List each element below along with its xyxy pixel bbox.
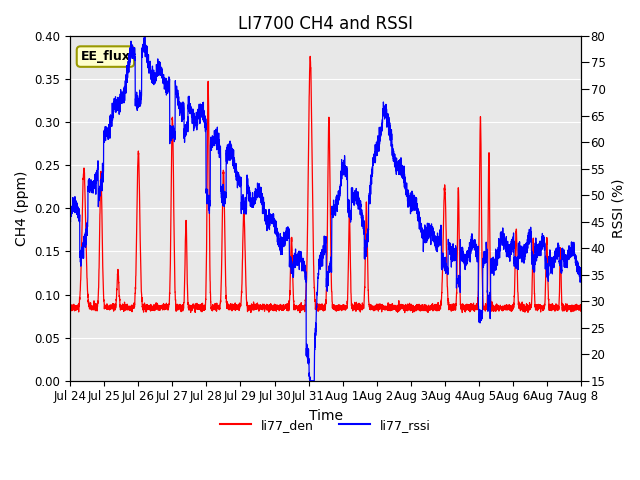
li77_den — [307, 53, 314, 59]
li77_rssi — [127, 40, 135, 46]
Y-axis label: CH4 (ppm): CH4 (ppm) — [15, 171, 29, 246]
li77_rssi — [306, 378, 314, 384]
li77_den — [67, 304, 74, 310]
li77_rssi — [386, 123, 394, 129]
Line: li77_rssi: li77_rssi — [70, 36, 581, 381]
li77_rssi — [527, 244, 535, 250]
li77_den — [127, 303, 135, 309]
Text: EE_flux: EE_flux — [81, 50, 131, 63]
li77_den — [386, 304, 394, 310]
X-axis label: Time: Time — [308, 409, 342, 423]
Line: li77_den: li77_den — [70, 56, 581, 312]
li77_rssi — [577, 268, 585, 274]
Title: LI7700 CH4 and RSSI: LI7700 CH4 and RSSI — [238, 15, 413, 33]
li77_den — [577, 307, 585, 312]
li77_den — [527, 302, 535, 308]
li77_rssi — [262, 213, 270, 218]
li77_rssi — [67, 217, 74, 223]
li77_den — [296, 310, 304, 315]
li77_rssi — [530, 257, 538, 263]
li77_rssi — [550, 264, 558, 270]
Legend: li77_den, li77_rssi: li77_den, li77_rssi — [215, 414, 436, 436]
Y-axis label: RSSI (%): RSSI (%) — [611, 179, 625, 238]
li77_den — [530, 261, 538, 266]
li77_den — [262, 303, 269, 309]
li77_den — [550, 303, 558, 309]
li77_rssi — [141, 33, 148, 39]
